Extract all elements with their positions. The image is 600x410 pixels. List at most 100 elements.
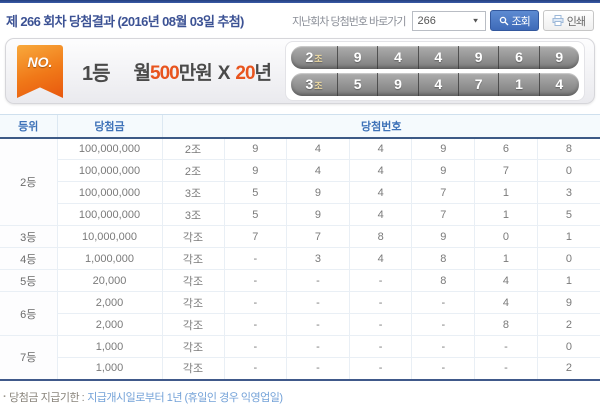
round-select[interactable]: 266 ▼ — [411, 10, 486, 31]
digit-cell: 9 — [411, 225, 476, 248]
table-row: 6등 2,000 각조 - - - -4 9 — [0, 291, 600, 336]
prize-unit: 만원 — [178, 62, 213, 84]
table-row: 5등 20,000 각조 - - -8 4 1 — [0, 269, 600, 292]
digit-cell: - — [223, 313, 288, 336]
digit-cell: - — [223, 291, 288, 314]
no1-ribbon-icon: NO. — [17, 45, 63, 98]
digit-cell: - — [411, 357, 476, 380]
digit-cell: - — [411, 313, 476, 336]
winning-number-bar: 2조 9 4 4 9 6 9 — [291, 46, 579, 69]
table-row: 3등 10,000,000 각조 7 7 8 9 0 1 — [0, 225, 600, 248]
rank-cell: 7등 — [0, 335, 58, 380]
table-row: 100,000,000 3조 5 9 4 7 1 5 — [0, 203, 600, 226]
rank-cell: 3등 — [0, 225, 58, 248]
digit-cell: 0 — [474, 225, 538, 248]
digit-cell: 8 — [474, 313, 538, 336]
jo-number: 2 — [305, 49, 314, 65]
prize-cell: 100,000,000 — [56, 137, 163, 160]
first-prize-banner: NO. 1등 월500만원 X 20년 2조 9 4 4 9 6 9 3조 5 9 4 7 1 4 — [5, 38, 595, 104]
print-button-label: 인쇄 — [566, 15, 586, 28]
digit-cell: 7 — [411, 203, 476, 226]
digit-cell: 1 — [536, 225, 600, 248]
jo-number: 3 — [305, 76, 314, 92]
digit-cell: 4 — [417, 46, 458, 69]
digit-cell: - — [348, 291, 413, 314]
rank-cell: 4등 — [0, 247, 58, 270]
digit-cell: - — [411, 291, 476, 314]
digit-cell: 4 — [348, 159, 413, 182]
header-prize: 당첨금 — [56, 114, 162, 139]
header-rank: 등위 — [0, 114, 57, 139]
jo-suffix: 조 — [314, 54, 323, 64]
digit-cell: 3 — [286, 247, 350, 270]
digit-cell: - — [348, 313, 413, 336]
header-controls: 지난회차 당첨번호 바로가기 266 ▼ 조회 인쇄 — [292, 10, 594, 31]
digit-cell: 8 — [348, 225, 413, 248]
digit-cell: 9 — [223, 159, 288, 182]
print-button[interactable]: 인쇄 — [542, 10, 594, 31]
digit-cell: - — [474, 357, 538, 380]
digit-cell: 5 — [337, 73, 377, 96]
rank-cell: 6등 — [0, 291, 58, 336]
digit-cell: 1 — [474, 203, 538, 226]
digit-cell: 7 — [286, 225, 350, 248]
digit-cell: - — [474, 335, 538, 358]
jo-cell: 각조 — [161, 225, 225, 248]
digit-cell: - — [348, 269, 413, 292]
digit-cell: 9 — [536, 291, 600, 314]
digit-cell: - — [348, 357, 413, 380]
rank-cell: 2등 — [0, 137, 58, 226]
prize-cell: 2,000 — [56, 291, 163, 314]
goto-label: 지난회차 당첨번호 바로가기 — [291, 15, 407, 28]
search-button-label: 조회 — [511, 15, 531, 28]
digit-cell: 1 — [474, 181, 538, 204]
digit-cell: - — [223, 247, 288, 270]
digit-cell: 6 — [474, 137, 538, 160]
first-prize-rank: 1등 — [82, 62, 111, 85]
digit-cell: 3 — [536, 181, 600, 204]
digit-cell: 5 — [223, 181, 288, 204]
table-row: 7등 1,000 각조 - - - - -0 — [0, 335, 600, 380]
years-unit: 년 — [254, 62, 273, 84]
jo-cell: 3조 — [161, 203, 225, 226]
digit-cell: 1 — [536, 269, 600, 292]
digit-cell: - — [286, 335, 350, 358]
prize-amount: 500 — [150, 62, 180, 84]
prize-cell: 1,000 — [57, 357, 163, 380]
digit-cell: 0 — [536, 335, 600, 358]
prize-cell: 100,000,000 — [57, 181, 163, 204]
header-numbers: 당첨번호 — [161, 114, 600, 139]
digit-cell: - — [411, 335, 476, 358]
digit-cell: 9 — [411, 137, 476, 160]
digit-cell: 9 — [457, 46, 498, 69]
digit-cell: 9 — [337, 46, 377, 69]
prize-cell: 2,000 — [57, 313, 163, 336]
digit-cell: 7 — [411, 181, 476, 204]
table-row: 100,000,000 2조 9 4 4 9 7 0 — [0, 159, 600, 182]
digit-cell: 8 — [411, 247, 476, 270]
digit-cell: - — [223, 269, 288, 292]
first-prize-amount: 월500만원 X 20년 — [134, 58, 273, 85]
search-button[interactable]: 조회 — [489, 10, 539, 31]
prize-cell: 100,000,000 — [57, 159, 163, 182]
payment-deadline-note: · 당첨금 지급기한 : 지급개시일로부터 1년 (휴일인 경우 익영업일) — [3, 389, 598, 405]
digit-cell: 9 — [411, 159, 476, 182]
digit-cell: 4 — [348, 203, 413, 226]
printer-icon — [552, 15, 564, 26]
digit-cell: 9 — [538, 46, 579, 69]
winning-number-bar: 3조 5 9 4 7 1 4 — [291, 73, 579, 96]
digit-cell: 4 — [286, 159, 350, 182]
digit-cell: 4 — [474, 291, 538, 314]
digit-cell: 4 — [348, 247, 413, 270]
jo-cell: 각조 — [161, 291, 225, 314]
table-header-row: 등위 당첨금 당첨번호 — [0, 114, 600, 139]
prize-cell: 20,000 — [56, 269, 163, 292]
digit-cell: 1 — [474, 247, 538, 270]
top-accent-strip — [0, 0, 600, 3]
digit-cell: 8 — [411, 269, 476, 292]
note-label: 당첨금 지급기한 : — [9, 391, 85, 404]
prize-cell: 1,000,000 — [56, 247, 163, 270]
digit-cell: - — [223, 357, 288, 380]
jo-cell: 각조 — [161, 269, 225, 292]
prize-cell: 1,000 — [56, 335, 163, 358]
